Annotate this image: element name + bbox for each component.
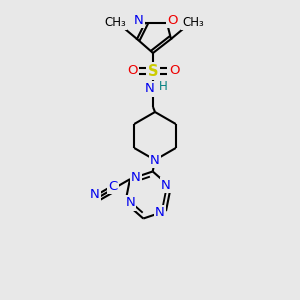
Text: S: S bbox=[148, 64, 158, 79]
Text: N: N bbox=[134, 14, 144, 26]
Text: O: O bbox=[127, 64, 137, 77]
Text: CH₃: CH₃ bbox=[104, 16, 126, 28]
Text: N: N bbox=[90, 188, 100, 201]
Text: N: N bbox=[161, 179, 171, 192]
Text: O: O bbox=[169, 64, 179, 77]
Text: C: C bbox=[108, 180, 118, 193]
Text: N: N bbox=[131, 171, 141, 184]
Text: N: N bbox=[155, 206, 165, 219]
Text: N: N bbox=[145, 82, 155, 95]
Text: CH₃: CH₃ bbox=[182, 16, 204, 28]
Text: H: H bbox=[159, 80, 167, 94]
Text: N: N bbox=[125, 196, 135, 209]
Text: N: N bbox=[150, 154, 160, 166]
Text: O: O bbox=[168, 14, 178, 26]
